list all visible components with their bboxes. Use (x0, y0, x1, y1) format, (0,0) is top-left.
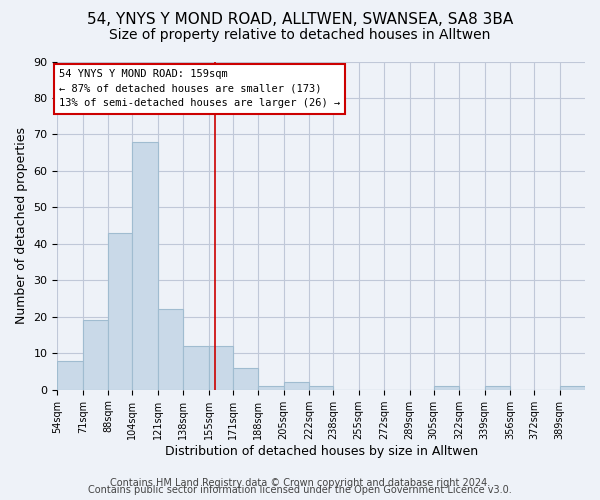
Text: Size of property relative to detached houses in Alltwen: Size of property relative to detached ho… (109, 28, 491, 42)
Bar (485, 386, 510, 390)
Text: Contains public sector information licensed under the Open Government Licence v3: Contains public sector information licen… (88, 485, 512, 495)
Bar (284, 382, 309, 390)
Bar (133, 142, 158, 390)
Text: 54, YNYS Y MOND ROAD, ALLTWEN, SWANSEA, SA8 3BA: 54, YNYS Y MOND ROAD, ALLTWEN, SWANSEA, … (87, 12, 513, 28)
Bar (184, 346, 209, 390)
Y-axis label: Number of detached properties: Number of detached properties (15, 127, 28, 324)
Bar (58, 360, 83, 390)
Bar (83, 320, 109, 390)
Bar (258, 386, 284, 390)
Bar (309, 386, 333, 390)
Text: 54 YNYS Y MOND ROAD: 159sqm
← 87% of detached houses are smaller (173)
13% of se: 54 YNYS Y MOND ROAD: 159sqm ← 87% of det… (59, 69, 340, 108)
Bar (209, 346, 233, 390)
Text: Contains HM Land Registry data © Crown copyright and database right 2024.: Contains HM Land Registry data © Crown c… (110, 478, 490, 488)
Bar (434, 386, 459, 390)
Bar (109, 233, 133, 390)
Bar (158, 310, 184, 390)
Bar (233, 368, 258, 390)
Bar (560, 386, 585, 390)
X-axis label: Distribution of detached houses by size in Alltwen: Distribution of detached houses by size … (164, 444, 478, 458)
